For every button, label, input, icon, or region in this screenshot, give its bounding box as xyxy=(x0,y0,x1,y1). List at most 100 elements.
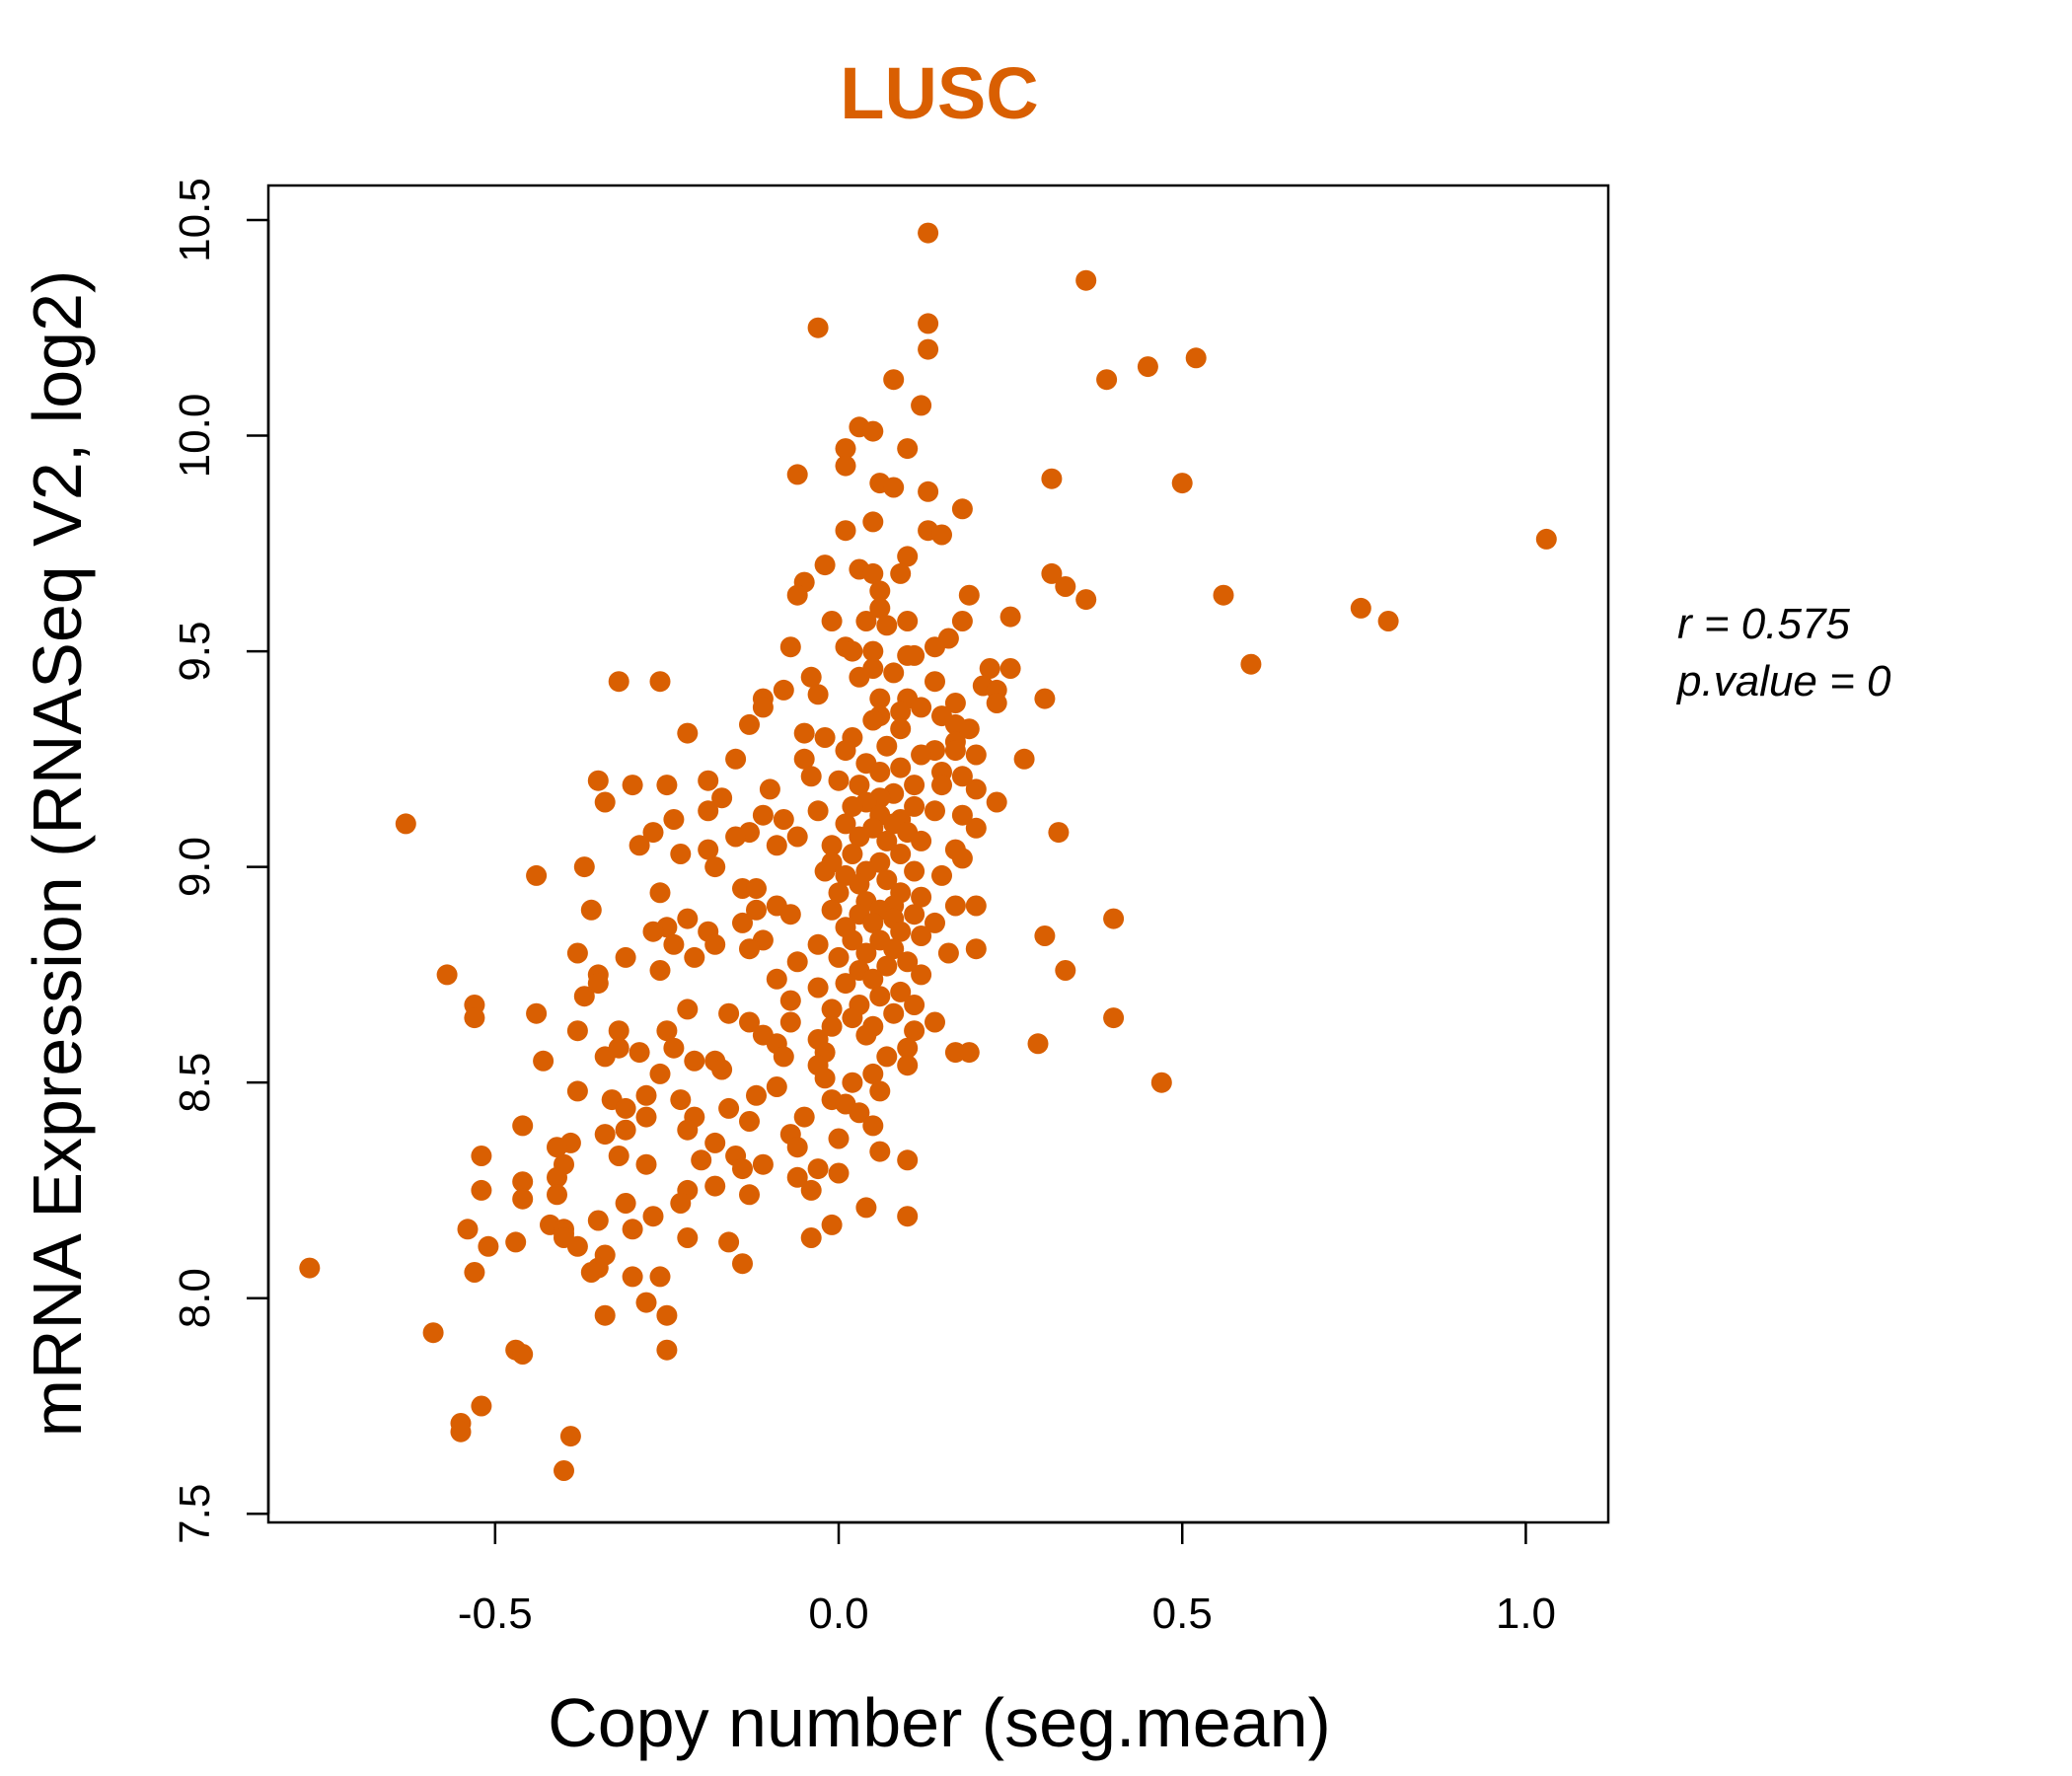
data-point xyxy=(876,869,898,891)
data-point xyxy=(656,1020,678,1042)
data-point xyxy=(937,942,959,964)
data-point xyxy=(862,968,884,990)
data-point xyxy=(883,477,905,498)
x-tick-label: -0.5 xyxy=(458,1590,533,1638)
data-point xyxy=(918,481,939,502)
data-point xyxy=(622,1219,643,1240)
data-point xyxy=(677,1227,699,1248)
y-tick-label: 9.5 xyxy=(171,622,219,682)
data-point xyxy=(842,844,863,864)
data-point xyxy=(876,955,898,977)
data-point xyxy=(512,1188,534,1210)
data-point xyxy=(807,977,829,999)
data-point xyxy=(615,1193,636,1214)
data-point xyxy=(752,697,774,718)
data-point xyxy=(526,1002,548,1024)
data-point xyxy=(897,644,919,666)
data-point xyxy=(1150,1072,1172,1093)
data-point xyxy=(958,718,980,740)
data-point xyxy=(842,1007,863,1029)
x-axis-title: Copy number (seg.mean) xyxy=(548,1684,1331,1761)
data-point xyxy=(471,1179,492,1201)
data-point xyxy=(904,775,925,796)
data-point xyxy=(904,860,925,882)
data-point xyxy=(471,1146,492,1166)
data-point xyxy=(436,964,458,986)
data-point xyxy=(594,791,616,813)
data-point xyxy=(869,580,891,602)
data-point xyxy=(739,713,760,735)
y-axis-title: mRNA Expression (RNASeq V2, log2) xyxy=(19,270,96,1438)
data-point xyxy=(698,839,719,860)
data-point xyxy=(779,1011,801,1033)
data-point xyxy=(849,775,870,796)
data-point xyxy=(732,1253,753,1275)
data-point xyxy=(512,1115,534,1137)
data-point xyxy=(999,658,1021,679)
data-point xyxy=(1034,925,1056,946)
data-point xyxy=(649,960,671,981)
data-point xyxy=(911,744,932,766)
data-point xyxy=(807,933,829,955)
data-point xyxy=(862,912,884,933)
data-point xyxy=(793,748,815,770)
data-point xyxy=(622,1266,643,1288)
data-point xyxy=(855,942,877,964)
data-point xyxy=(807,1158,829,1180)
data-point xyxy=(1041,562,1063,584)
data-point xyxy=(869,597,891,619)
data-point xyxy=(698,800,719,822)
data-point xyxy=(931,775,952,796)
data-point xyxy=(814,860,836,882)
data-point xyxy=(684,1050,705,1072)
data-point xyxy=(773,1046,794,1068)
data-point xyxy=(580,1262,602,1283)
data-point xyxy=(849,873,870,895)
data-point xyxy=(677,1119,699,1141)
data-point xyxy=(862,511,884,533)
data-point xyxy=(739,1184,760,1206)
data-point xyxy=(979,658,1000,679)
data-point xyxy=(1075,269,1097,291)
data-point xyxy=(862,562,884,584)
data-point xyxy=(635,1153,657,1175)
data-point xyxy=(869,762,891,782)
data-point xyxy=(642,921,664,942)
data-point xyxy=(904,1020,925,1042)
data-point xyxy=(925,636,945,658)
data-point xyxy=(1041,468,1063,489)
data-point xyxy=(849,1102,870,1124)
data-point xyxy=(944,895,966,917)
data-point xyxy=(457,1219,479,1240)
data-point xyxy=(739,938,760,960)
data-point xyxy=(533,1050,555,1072)
data-point xyxy=(890,844,912,864)
data-point xyxy=(704,856,726,878)
data-point xyxy=(725,826,747,848)
data-point xyxy=(965,744,987,766)
data-points xyxy=(299,222,1557,1481)
data-point xyxy=(890,921,912,942)
data-point xyxy=(951,498,973,520)
data-point xyxy=(1048,822,1070,844)
data-point xyxy=(608,671,629,693)
data-point xyxy=(759,778,780,800)
data-point xyxy=(800,766,822,787)
data-point xyxy=(608,1020,629,1042)
data-point xyxy=(918,222,939,244)
data-point xyxy=(897,1055,919,1076)
data-point xyxy=(958,1042,980,1064)
data-point xyxy=(1240,653,1262,675)
data-point xyxy=(766,968,787,990)
data-point xyxy=(986,791,1007,813)
data-point xyxy=(663,1037,685,1059)
data-point xyxy=(883,938,905,960)
data-point xyxy=(869,986,891,1007)
data-point xyxy=(876,1046,898,1068)
data-point xyxy=(779,636,801,658)
data-point xyxy=(944,693,966,713)
data-point xyxy=(1350,597,1371,619)
data-point xyxy=(656,1339,678,1361)
data-point xyxy=(739,1011,760,1033)
data-point xyxy=(807,684,829,705)
